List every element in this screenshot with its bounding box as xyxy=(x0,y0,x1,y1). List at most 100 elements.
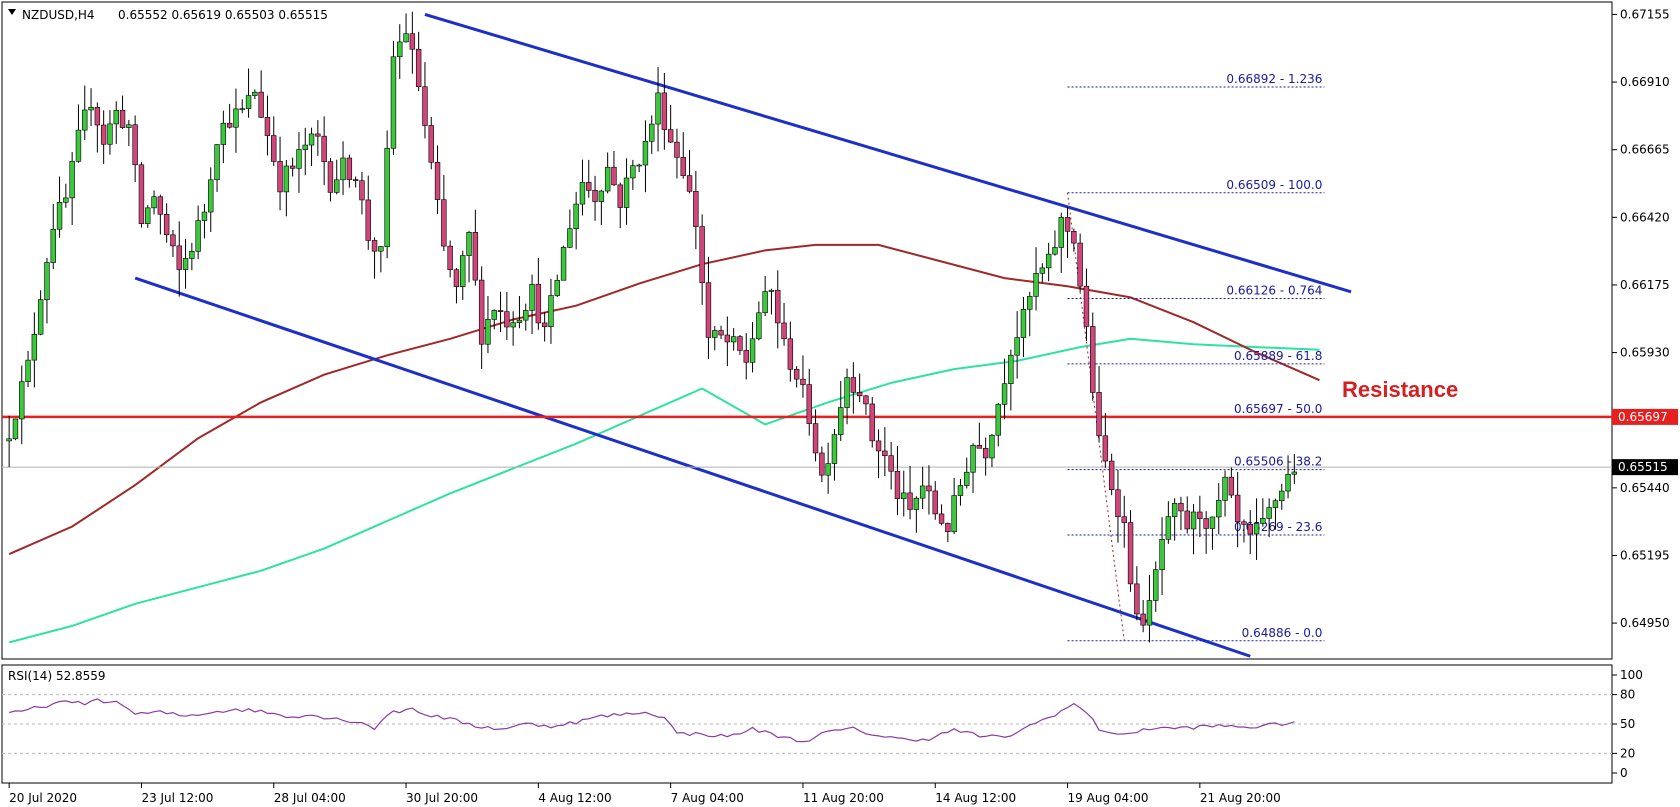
bearish-candle xyxy=(138,164,145,224)
bullish-candle xyxy=(466,232,472,256)
bearish-candle xyxy=(1090,326,1096,393)
bullish-candle xyxy=(1058,217,1064,248)
bearish-candle xyxy=(1064,217,1071,232)
bearish-candle xyxy=(504,311,510,328)
bullish-candle xyxy=(1159,539,1165,570)
bullish-candle xyxy=(995,404,1001,436)
bearish-candle xyxy=(453,269,460,287)
bullish-candle xyxy=(182,258,189,270)
price-tick-label: 0.65930 xyxy=(1620,346,1670,360)
bullish-candle xyxy=(31,333,38,361)
bearish-candle xyxy=(693,191,699,227)
bullish-candle xyxy=(1285,473,1291,492)
fib-level-label: 0.66509 - 100.0 xyxy=(1226,178,1322,192)
bullish-candle xyxy=(1209,516,1216,529)
bullish-candle xyxy=(189,251,195,259)
bullish-candle xyxy=(491,310,497,320)
bearish-candle xyxy=(352,179,359,181)
price-marker-label: 0.65515 xyxy=(1618,460,1668,474)
bearish-candle xyxy=(800,378,806,385)
bearish-candle xyxy=(315,133,321,137)
bearish-candle xyxy=(781,322,787,340)
candlesticks xyxy=(6,11,1298,643)
bearish-candle xyxy=(289,165,296,169)
bullish-candle xyxy=(252,91,258,96)
bearish-candle xyxy=(1197,511,1203,519)
bearish-candle xyxy=(1184,510,1190,530)
dropdown-triangle-icon[interactable] xyxy=(8,9,16,15)
bullish-candle xyxy=(126,124,132,128)
bullish-candle xyxy=(655,92,661,125)
bullish-candle xyxy=(1253,523,1260,535)
bearish-candle xyxy=(680,157,686,176)
time-tick-label: 23 Jul 12:00 xyxy=(141,791,213,805)
bullish-candle xyxy=(989,434,995,459)
bullish-candle xyxy=(88,107,94,111)
fib-level-label: 0.65269 - 23.6 xyxy=(1234,520,1322,534)
bullish-candle xyxy=(964,471,970,486)
bullish-candle xyxy=(1020,309,1027,338)
bullish-candle xyxy=(636,164,642,167)
bearish-candle xyxy=(661,92,668,130)
price-tick-label: 0.66910 xyxy=(1620,75,1670,89)
bearish-candle xyxy=(327,161,334,193)
bullish-candle xyxy=(642,141,649,166)
bullish-candle xyxy=(604,166,611,192)
bearish-candle xyxy=(932,490,938,515)
bullish-candle xyxy=(245,95,252,109)
time-tick-label: 28 Jul 04:00 xyxy=(274,791,346,805)
time-axis: 20 Jul 2020 23 Jul 12:00 28 Jul 04:00 30 Ju… xyxy=(8,783,1281,805)
bullish-candle xyxy=(50,228,56,263)
bearish-candle xyxy=(346,157,353,180)
bullish-candle xyxy=(768,289,775,292)
bearish-candle xyxy=(1234,494,1241,523)
bullish-candle xyxy=(970,445,976,473)
bearish-candle xyxy=(277,161,283,193)
time-tick-label: 11 Aug 20:00 xyxy=(803,791,884,805)
bearish-candle xyxy=(787,338,794,370)
bearish-candle xyxy=(1140,613,1146,626)
main-price-pane xyxy=(1,1,1613,660)
bearish-candle xyxy=(793,369,800,380)
price-marker-box xyxy=(1612,408,1678,425)
bullish-candle xyxy=(75,129,82,162)
bearish-candle xyxy=(674,141,680,158)
bullish-candle xyxy=(390,56,397,149)
bearish-candle xyxy=(434,162,441,200)
bullish-candle xyxy=(567,228,573,248)
bullish-candle xyxy=(1222,476,1228,501)
bullish-candle xyxy=(283,165,290,193)
bullish-candle xyxy=(649,123,655,142)
bullish-candle xyxy=(214,144,220,181)
bullish-candle xyxy=(1190,511,1197,530)
bullish-candle xyxy=(334,179,340,193)
bullish-candle xyxy=(397,41,403,58)
bullish-candle xyxy=(838,407,844,435)
bullish-candle xyxy=(523,310,529,321)
bearish-candle xyxy=(1203,518,1209,529)
bearish-candle xyxy=(592,190,598,202)
bearish-candle xyxy=(541,322,548,327)
bullish-candle xyxy=(460,255,466,287)
bullish-candle xyxy=(630,165,636,179)
bearish-candle xyxy=(264,117,271,136)
bearish-candle xyxy=(1178,503,1184,512)
bearish-candle xyxy=(365,199,371,241)
ma200-line xyxy=(8,337,1320,644)
time-tick-label: 7 Aug 04:00 xyxy=(671,791,744,805)
price-marker-label: 0.65697 xyxy=(1618,410,1668,424)
bullish-candle xyxy=(1033,273,1039,297)
bearish-candle xyxy=(271,135,277,162)
bearish-candle xyxy=(163,213,170,236)
bearish-candle xyxy=(170,234,176,247)
bearish-candle xyxy=(226,122,233,128)
bearish-candle xyxy=(415,48,422,88)
channel-upper-line xyxy=(424,12,1352,294)
bullish-candle xyxy=(1153,569,1159,601)
price-tick-label: 0.66420 xyxy=(1620,210,1670,224)
bullish-candle xyxy=(384,147,390,247)
bullish-candle xyxy=(63,197,69,203)
rsi-tick-label: 50 xyxy=(1620,717,1635,731)
bullish-candle xyxy=(37,299,44,335)
bearish-candle xyxy=(1228,476,1235,496)
